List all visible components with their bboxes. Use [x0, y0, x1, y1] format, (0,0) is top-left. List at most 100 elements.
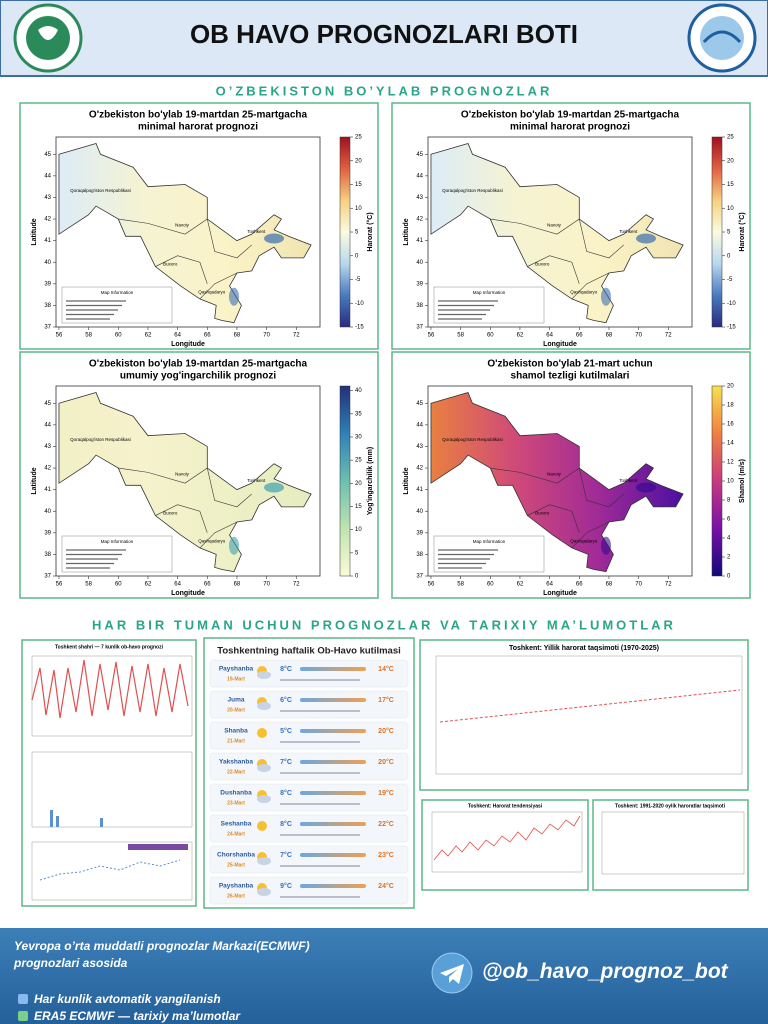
region-border — [527, 504, 580, 533]
weekly-row: Payshanba 19-Mart 8°C 14°C — [209, 659, 409, 688]
x-tick-label: 66 — [204, 582, 211, 588]
x-tick-label: 66 — [204, 333, 211, 339]
min-temp: 5°C — [280, 727, 292, 735]
region-border — [571, 521, 610, 549]
field-patch — [600, 536, 611, 555]
region-border — [527, 255, 580, 284]
day-name: Dushanba — [220, 790, 252, 797]
x-tick-label: 56 — [428, 582, 435, 588]
y-tick-label: 43 — [416, 195, 423, 201]
colorbar-tick-label: 0 — [727, 253, 731, 259]
colorbar-tick-label: -15 — [727, 325, 736, 331]
x-tick-label: 70 — [635, 333, 642, 339]
chart-title: Toshkent: Harorat tendensiyasi — [468, 803, 543, 809]
feature-icon — [18, 994, 28, 1004]
colorbar-label: Harorat (°C) — [738, 212, 746, 251]
colorbar-label: Yog'ingarchilik (mm) — [367, 447, 374, 515]
colorbar-tick-label: 0 — [355, 574, 359, 580]
weekly-row: Juma 20-Mart 6°C 17°C — [209, 690, 409, 719]
x-tick-label: 56 — [56, 333, 63, 339]
weather-sun — [257, 728, 267, 738]
colorbar-tick-label: 18 — [727, 403, 734, 409]
y-tick-label: 39 — [44, 530, 51, 536]
region-label: Navoiy — [175, 223, 190, 228]
section-title: O’ZBEKISTON BO’YLAB PROGNOZLAR — [216, 83, 553, 98]
chart-title: Toshkent: 1991-2020 oylik haroratlar taq… — [615, 803, 726, 809]
x-axis-label: Longitude — [171, 590, 205, 597]
region-label: Navoiy — [175, 472, 190, 477]
x-tick-label: 68 — [234, 333, 241, 339]
colorbar-tick-label: 2 — [727, 555, 731, 561]
max-temp: 14°C — [378, 665, 394, 673]
country-shape — [430, 391, 684, 573]
temp-range-bar — [300, 698, 366, 702]
weather-cloud — [257, 702, 271, 710]
day-date: 19-Mart — [227, 676, 245, 682]
colorbar-tick-label: 25 — [355, 458, 362, 464]
row-bg — [209, 845, 409, 874]
y-tick-label: 44 — [416, 173, 423, 179]
map-panel: O'zbekiston bo'ylab 21-mart uchunshamol … — [391, 351, 751, 599]
region-border — [199, 272, 238, 300]
colorbar-label: Shamol (m/s) — [739, 459, 746, 503]
colorbar-tick-label: 10 — [727, 206, 734, 212]
header-bg — [0, 0, 768, 77]
colorbar-tick-label: 5 — [355, 230, 359, 236]
field-patch — [264, 482, 285, 493]
region-border — [490, 218, 580, 235]
colorbar-tick-label: -5 — [727, 277, 733, 283]
row-bg — [209, 752, 409, 781]
day-date: 23-Mart — [227, 800, 245, 806]
x-tick-label: 64 — [546, 333, 553, 339]
map-title: O'zbekiston bo'ylab 19-martdan 25-martga… — [461, 110, 680, 121]
forecast-panel: Toshkent shahri — 7 kunlik ob-havo progn… — [21, 639, 197, 907]
min-temp: 8°C — [280, 789, 292, 797]
row-bg — [209, 783, 409, 812]
region-label: Toshkent — [247, 229, 266, 234]
region-border — [199, 521, 238, 549]
map-subtitle: minimal harorat prognozi — [510, 122, 630, 133]
footer-feature: ERA5 ECMWF — tarixiy ma’lumotlar — [34, 1009, 241, 1023]
colorbar-tick-label: 20 — [355, 481, 362, 487]
day-name: Seshanba — [221, 821, 252, 828]
day-name: Chorshanba — [217, 852, 255, 859]
temp-range-bar — [300, 853, 366, 857]
day-name: Payshanba — [219, 883, 254, 890]
y-axis-label: Latitude — [31, 467, 38, 494]
annual-panel: Toshkent: Yillik harorat taqsimoti (1970… — [419, 639, 749, 791]
telegram-icon — [431, 952, 473, 994]
map-subtitle: shamol tezligi kutilmalari — [511, 371, 630, 382]
colorbar-tick-label: 4 — [727, 536, 731, 542]
map-title: O'zbekiston bo'ylab 19-martdan 25-martga… — [89, 359, 308, 370]
colorbar-tick-label: 35 — [355, 411, 362, 417]
colorbar-tick-label: 15 — [727, 182, 734, 188]
colorbar-tick-label: 20 — [727, 158, 734, 164]
temp-range-bar — [300, 884, 366, 888]
y-axis-label: Latitude — [403, 218, 410, 245]
day-name: Juma — [228, 697, 245, 704]
info-title: Map Information — [473, 539, 506, 544]
footer-handle[interactable]: @ob_havo_prognoz_bot — [482, 960, 728, 983]
x-tick-label: 62 — [517, 333, 524, 339]
x-tick-label: 70 — [635, 582, 642, 588]
colorbar-tick-label: 6 — [727, 517, 731, 523]
weekly-row: Shanba 21-Mart 5°C 20°C — [209, 721, 409, 750]
colorbar-label: Harorat (°C) — [366, 212, 374, 251]
map-panel: O'zbekiston bo'ylab 19-martdan 25-martga… — [391, 102, 751, 350]
x-tick-label: 72 — [665, 333, 672, 339]
day-name: Payshanba — [219, 666, 254, 673]
header-title: OB HAVO PROGNOZLARI BOTI — [190, 19, 578, 49]
y-tick-label: 37 — [44, 325, 51, 331]
y-tick-label: 41 — [416, 487, 423, 493]
x-tick-label: 56 — [56, 582, 63, 588]
section-title: HAR BIR TUMAN UCHUN PROGNOZLAR VA TARIXI… — [92, 617, 676, 632]
field-patch — [228, 287, 239, 306]
max-temp: 22°C — [378, 820, 394, 828]
day-date: 26-Mart — [227, 893, 245, 899]
region-label: Qashqadaryo — [198, 290, 226, 295]
colorbar-tick-label: 8 — [727, 498, 731, 504]
map-title: O'zbekiston bo'ylab 21-mart uchun — [487, 359, 652, 370]
x-tick-label: 64 — [174, 333, 181, 339]
